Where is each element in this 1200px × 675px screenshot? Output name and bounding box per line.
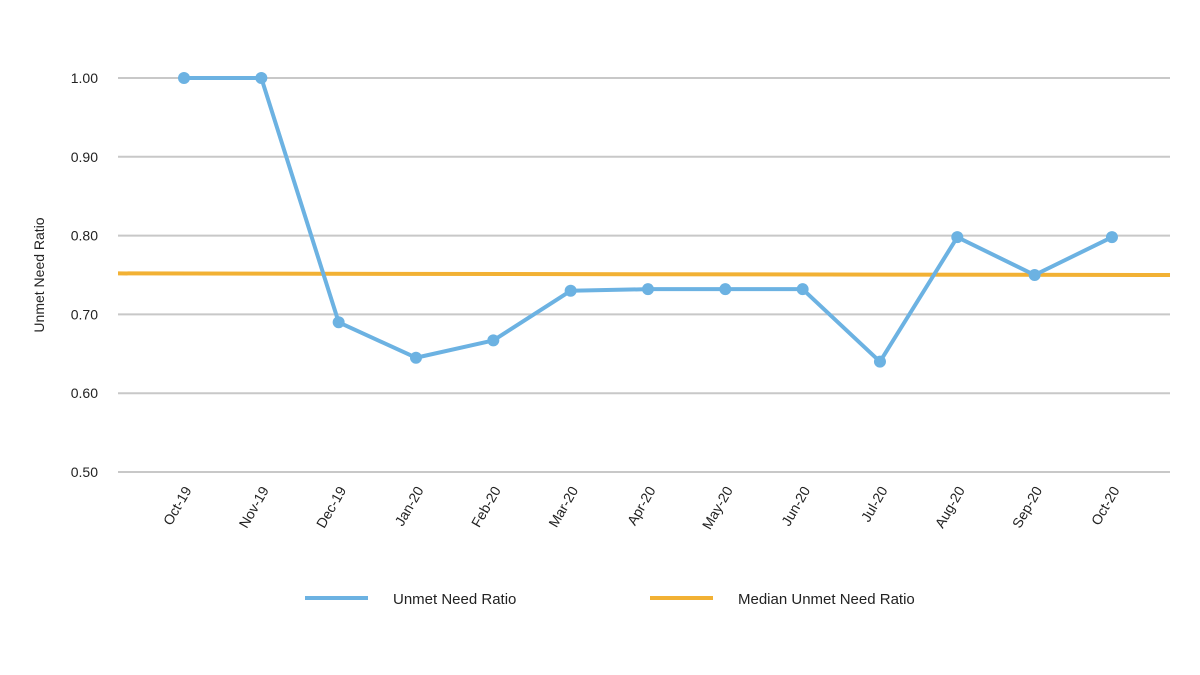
data-point — [564, 284, 577, 297]
data-point — [796, 283, 809, 296]
data-point — [487, 334, 500, 347]
median-line — [117, 271, 1171, 277]
y-tick-labels: 1.00 0.90 0.80 0.70 0.60 0.50 — [71, 70, 98, 480]
y-tick-label: 0.80 — [71, 228, 98, 244]
data-point — [1028, 269, 1041, 281]
series-line — [184, 76, 1113, 364]
y-axis-title: Unmet Need Ratio — [31, 217, 47, 332]
data-point — [332, 316, 345, 329]
x-tick-label: Aug-20 — [931, 483, 968, 530]
unmet-need-series — [178, 72, 1118, 368]
data-point — [641, 283, 654, 296]
x-tick-label: Dec-19 — [313, 483, 350, 530]
y-tick-label: 0.60 — [71, 385, 98, 401]
y-tick-label: 0.50 — [71, 464, 98, 480]
x-tick-label: Oct-19 — [160, 483, 195, 528]
x-tick-label: Nov-19 — [236, 483, 273, 530]
x-tick-label: Apr-20 — [624, 483, 659, 528]
x-tick-label: Feb-20 — [468, 483, 504, 530]
x-tick-label: Oct-20 — [1088, 483, 1123, 528]
y-tick-label: 0.70 — [71, 306, 98, 322]
data-point — [873, 355, 886, 368]
data-point — [409, 351, 422, 364]
data-point — [719, 283, 732, 296]
data-point — [178, 72, 190, 84]
x-tick-label: May-20 — [699, 483, 736, 532]
legend: Unmet Need Ratio Median Unmet Need Ratio — [305, 591, 915, 608]
y-tick-label: 1.00 — [71, 70, 98, 86]
x-tick-label: Mar-20 — [545, 483, 581, 530]
x-tick-label: Sep-20 — [1009, 483, 1046, 530]
gridlines — [118, 77, 1170, 473]
x-tick-label: Jul-20 — [858, 483, 891, 524]
legend-label-unmet-need-ratio: Unmet Need Ratio — [393, 591, 516, 608]
legend-label-median-unmet-need-ratio: Median Unmet Need Ratio — [738, 591, 915, 608]
x-tick-labels: Oct-19 Nov-19 Dec-19 Jan-20 Feb-20 Mar-20 Apr-… — [160, 483, 1123, 532]
data-point — [1105, 231, 1118, 244]
median-series — [117, 271, 1171, 277]
x-tick-label: Jun-20 — [778, 483, 813, 528]
data-point — [951, 231, 964, 244]
x-tick-label: Jan-20 — [391, 483, 426, 528]
data-point — [255, 72, 268, 84]
y-tick-label: 0.90 — [71, 149, 98, 165]
